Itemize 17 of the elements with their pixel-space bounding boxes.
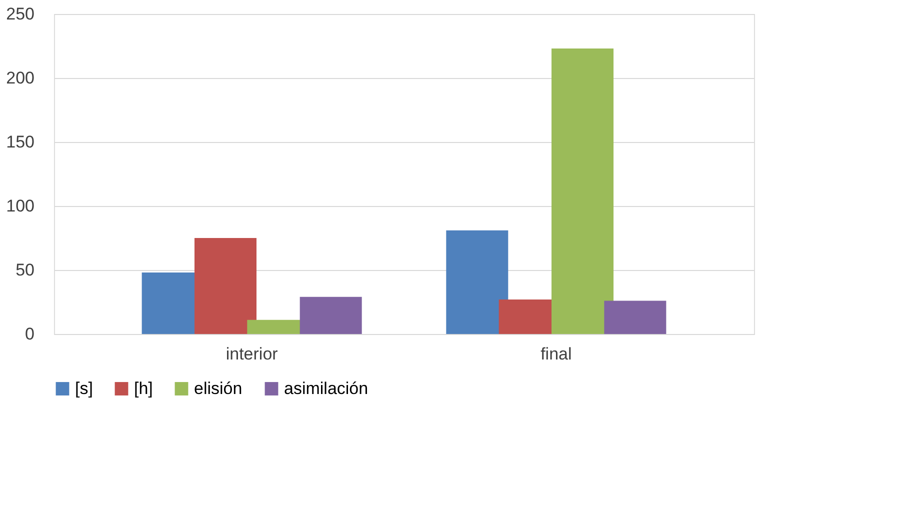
bar: [604, 300, 666, 334]
bar: [194, 238, 256, 334]
bar: [300, 296, 362, 334]
y-tick-label: 50: [16, 260, 34, 280]
y-tick-label: 0: [25, 324, 34, 344]
y-tick-label: 100: [6, 196, 34, 216]
bar: [446, 230, 508, 334]
y-tick-label: 250: [6, 4, 34, 24]
legend-label: asimilación: [284, 378, 368, 398]
y-tick-label: 200: [6, 68, 34, 88]
legend-label: [h]: [134, 378, 153, 398]
legend-label: elisión: [194, 378, 242, 398]
bar: [552, 48, 614, 334]
x-tick-label: final: [540, 344, 572, 364]
x-tick-label: interior: [226, 344, 278, 364]
y-tick-label: 150: [6, 132, 34, 152]
legend-label: [s]: [75, 378, 93, 398]
